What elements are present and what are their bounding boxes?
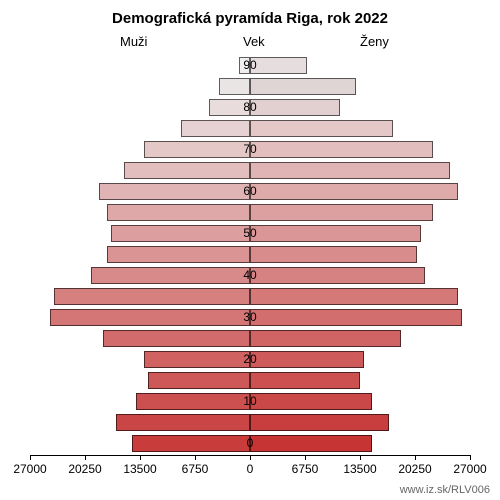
male-bar-75: [181, 120, 250, 137]
age-row-85: [30, 76, 470, 97]
age-row-80: [30, 97, 470, 118]
age-row-5: [30, 412, 470, 433]
male-bar-20: [144, 351, 250, 368]
female-bar-20: [250, 351, 364, 368]
age-row-25: [30, 328, 470, 349]
x-tick-mark: [415, 455, 416, 460]
male-bar-65: [124, 162, 250, 179]
age-row-10: [30, 391, 470, 412]
x-tick-mark: [85, 455, 86, 460]
female-bar-25: [250, 330, 401, 347]
male-bar-60: [99, 183, 250, 200]
age-row-35: [30, 286, 470, 307]
header-age: Vek: [243, 34, 265, 49]
age-row-60: [30, 181, 470, 202]
male-bar-15: [148, 372, 250, 389]
header-female: Ženy: [360, 34, 389, 49]
male-bar-35: [54, 288, 250, 305]
age-row-45: [30, 244, 470, 265]
x-tick-mark: [195, 455, 196, 460]
female-bar-15: [250, 372, 360, 389]
footer-source: www.iz.sk/RLV006: [400, 484, 490, 496]
male-bar-55: [107, 204, 250, 221]
male-bar-80: [209, 99, 250, 116]
female-bar-30: [250, 309, 462, 326]
male-bar-10: [136, 393, 250, 410]
female-bar-40: [250, 267, 425, 284]
male-bar-45: [107, 246, 250, 263]
plot-area: 0102030405060708090: [30, 55, 470, 455]
x-tick-label: 6750: [182, 462, 209, 476]
age-row-65: [30, 160, 470, 181]
x-tick-label: 27000: [453, 462, 486, 476]
age-row-0: [30, 433, 470, 454]
female-bar-80: [250, 99, 340, 116]
male-bar-90: [239, 57, 250, 74]
x-tick-mark: [250, 455, 251, 460]
female-bar-60: [250, 183, 458, 200]
x-tick-label: 0: [247, 462, 254, 476]
female-bar-0: [250, 435, 372, 452]
male-bar-70: [144, 141, 250, 158]
female-bar-65: [250, 162, 450, 179]
age-row-75: [30, 118, 470, 139]
x-tick-mark: [140, 455, 141, 460]
female-bar-75: [250, 120, 393, 137]
x-tick-label: 13500: [123, 462, 156, 476]
female-bar-10: [250, 393, 372, 410]
male-bar-30: [50, 309, 250, 326]
female-bar-85: [250, 78, 356, 95]
x-tick-label: 20250: [398, 462, 431, 476]
male-bar-50: [111, 225, 250, 242]
x-tick-mark: [360, 455, 361, 460]
x-tick-mark: [470, 455, 471, 460]
female-bar-45: [250, 246, 417, 263]
x-tick-mark: [30, 455, 31, 460]
chart-title: Demografická pyramída Riga, rok 2022: [0, 10, 500, 27]
age-row-30: [30, 307, 470, 328]
male-bar-40: [91, 267, 250, 284]
x-tick-mark: [305, 455, 306, 460]
male-bar-0: [132, 435, 250, 452]
age-row-20: [30, 349, 470, 370]
male-bar-25: [103, 330, 250, 347]
female-bar-5: [250, 414, 389, 431]
age-row-50: [30, 223, 470, 244]
age-row-55: [30, 202, 470, 223]
x-tick-label: 27000: [13, 462, 46, 476]
female-bar-55: [250, 204, 433, 221]
x-tick-label: 13500: [343, 462, 376, 476]
age-row-15: [30, 370, 470, 391]
female-bar-50: [250, 225, 421, 242]
age-row-70: [30, 139, 470, 160]
female-bar-70: [250, 141, 433, 158]
female-bar-35: [250, 288, 458, 305]
male-bar-85: [219, 78, 250, 95]
age-row-40: [30, 265, 470, 286]
header-male: Muži: [120, 34, 147, 49]
female-bar-90: [250, 57, 307, 74]
male-bar-5: [116, 414, 250, 431]
x-tick-label: 6750: [292, 462, 319, 476]
x-tick-label: 20250: [68, 462, 101, 476]
pyramid-chart: Demografická pyramída Riga, rok 2022 Muž…: [0, 0, 500, 500]
age-row-90: [30, 55, 470, 76]
